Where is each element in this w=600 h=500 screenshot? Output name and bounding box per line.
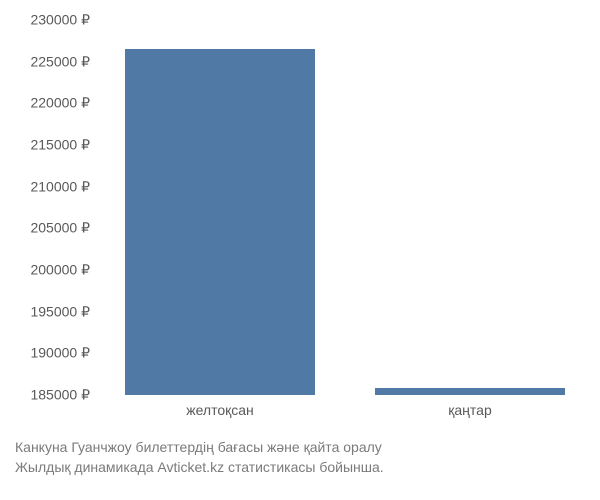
y-tick-label: 205000 ₽	[30, 220, 90, 237]
chart-container: 185000 ₽ 190000 ₽ 195000 ₽ 200000 ₽ 205000 ₽…	[0, 0, 600, 500]
y-tick-label: 225000 ₽	[30, 53, 90, 70]
y-tick-label: 185000 ₽	[30, 387, 90, 404]
x-tick-label: қаңтар	[448, 402, 491, 418]
y-tick-label: 200000 ₽	[30, 262, 90, 279]
y-tick-label: 215000 ₽	[30, 137, 90, 154]
bar	[125, 49, 315, 395]
y-tick-label: 230000 ₽	[30, 12, 90, 29]
plot-area	[95, 20, 585, 395]
chart-caption: Канкуна Гуанчжоу билеттердің бағасы және…	[15, 438, 384, 477]
x-tick-label: желтоқсан	[186, 402, 254, 418]
y-tick-label: 190000 ₽	[30, 345, 90, 362]
caption-line-1: Канкуна Гуанчжоу билеттердің бағасы және…	[15, 438, 384, 458]
y-tick-label: 210000 ₽	[30, 178, 90, 195]
bar	[375, 388, 565, 395]
caption-line-2: Жылдық динамикада Avticket.kz статистика…	[15, 458, 384, 478]
y-tick-label: 195000 ₽	[30, 303, 90, 320]
y-tick-label: 220000 ₽	[30, 95, 90, 112]
